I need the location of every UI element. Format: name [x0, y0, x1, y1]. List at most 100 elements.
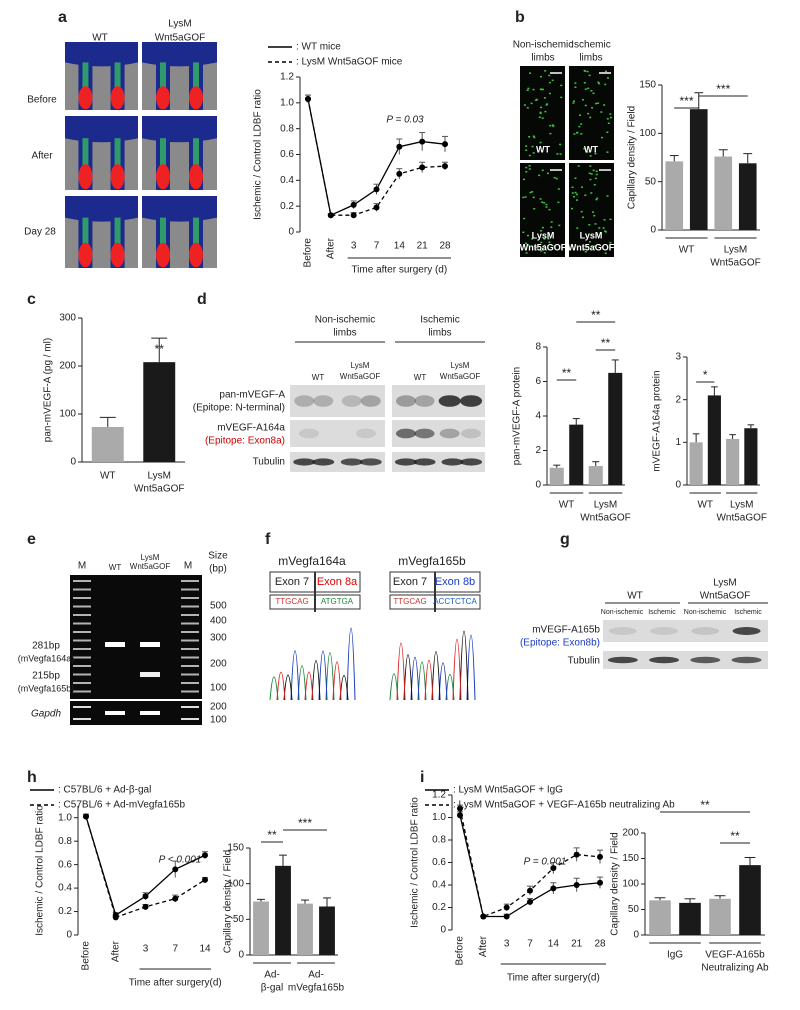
- ladder-band: [181, 648, 199, 650]
- capillary: [540, 230, 543, 232]
- ladder-band: [73, 597, 91, 599]
- data-point: [597, 853, 603, 860]
- capillary: [548, 92, 551, 95]
- y-tick-label: 150: [622, 853, 639, 864]
- x-tick-label: 21: [571, 939, 583, 950]
- foot: [156, 164, 170, 190]
- capillary: [545, 206, 548, 208]
- data-point: [396, 143, 403, 150]
- column-label: limbs: [579, 53, 602, 64]
- x-tick-label: 14: [548, 939, 560, 950]
- data-point: [172, 895, 179, 902]
- ladder-band: [73, 682, 91, 684]
- y-tick-label: 0: [440, 925, 446, 936]
- row-label: Day 28: [24, 227, 56, 238]
- capillary: [574, 191, 577, 194]
- capillary: [575, 199, 578, 201]
- capillary: [582, 248, 585, 251]
- group-label: VEGF-A165b: [705, 950, 765, 961]
- x-tick-label: Wnt5aGOF: [134, 484, 185, 495]
- capillary: [530, 102, 533, 105]
- capillary: [588, 74, 591, 77]
- bar: [738, 163, 757, 230]
- capillary: [582, 99, 585, 101]
- x-tick-label: 3: [351, 241, 357, 252]
- blot: [603, 620, 768, 642]
- capillary: [559, 143, 562, 146]
- capillary: [595, 173, 598, 176]
- series-line: [307, 98, 446, 217]
- x-tick-label: 3: [504, 939, 510, 950]
- capillary: [543, 202, 546, 204]
- capillary: [527, 234, 530, 237]
- capillary: [539, 88, 542, 90]
- capillary: [559, 153, 562, 155]
- y-tick-label: 100: [622, 879, 639, 890]
- y-tick-label: 50: [628, 904, 640, 915]
- exon-label: Exon 7: [275, 576, 309, 588]
- capillary: [540, 250, 543, 252]
- foot: [110, 164, 125, 190]
- blot: [603, 651, 768, 669]
- significance-label: ***: [679, 94, 693, 108]
- leg-core: [160, 62, 166, 90]
- foot: [156, 242, 170, 268]
- capillary: [541, 88, 544, 91]
- ladder-band: [73, 665, 91, 667]
- band: [731, 656, 762, 664]
- lane-label: LysM: [451, 361, 470, 370]
- y-tick-label: 1: [675, 437, 681, 448]
- group-label: Ischemic: [420, 315, 459, 326]
- ladder-band: [73, 580, 91, 582]
- blot: [290, 385, 385, 417]
- ladder-band: [181, 706, 199, 708]
- image-panels: [65, 42, 768, 725]
- lane-label: WT: [109, 563, 122, 572]
- lane-label: Wnt5aGOF: [130, 562, 171, 571]
- y-tick-label: 2: [675, 394, 681, 405]
- group-label: IgG: [667, 950, 683, 961]
- significance-label: **: [730, 829, 740, 843]
- leg-core: [82, 217, 89, 247]
- y-tick-label: 0.4: [432, 880, 446, 891]
- capillary: [551, 79, 554, 82]
- capillary: [525, 149, 528, 152]
- y-tick-label: 1.0: [280, 97, 294, 108]
- capillary: [571, 192, 574, 194]
- capillary: [536, 98, 539, 101]
- ladder-band: [181, 682, 199, 684]
- bar: [689, 109, 708, 230]
- capillary: [560, 96, 563, 99]
- ladder-band: [73, 718, 91, 720]
- band: [294, 395, 315, 407]
- capillary: [604, 83, 607, 86]
- y-tick-label: 100: [59, 409, 76, 420]
- capillary: [588, 172, 591, 175]
- bar: [588, 466, 603, 485]
- capillary: [555, 177, 558, 180]
- perfusion-body: [65, 116, 138, 143]
- capillary: [607, 77, 610, 79]
- sequence-box: [269, 594, 361, 610]
- capillary: [528, 154, 531, 157]
- capillary: [572, 102, 575, 104]
- y-tick-label: 50: [645, 176, 657, 187]
- foot: [78, 164, 93, 190]
- band: [395, 428, 416, 439]
- x-tick-label: 7: [374, 241, 380, 252]
- significance-label: ***: [298, 816, 312, 830]
- capillary: [598, 227, 601, 229]
- capillary: [543, 238, 546, 240]
- capillary: [528, 168, 531, 170]
- capillary: [596, 197, 599, 200]
- capillary: [558, 224, 561, 227]
- significance-label: **: [591, 308, 601, 322]
- capillary: [580, 210, 583, 213]
- perfusion-body: [65, 42, 138, 67]
- capillary: [609, 218, 612, 221]
- pcr-band: [105, 642, 125, 647]
- capillary: [603, 104, 606, 106]
- lane-label: Wnt5aGOF: [440, 372, 481, 381]
- capillary: [590, 173, 593, 175]
